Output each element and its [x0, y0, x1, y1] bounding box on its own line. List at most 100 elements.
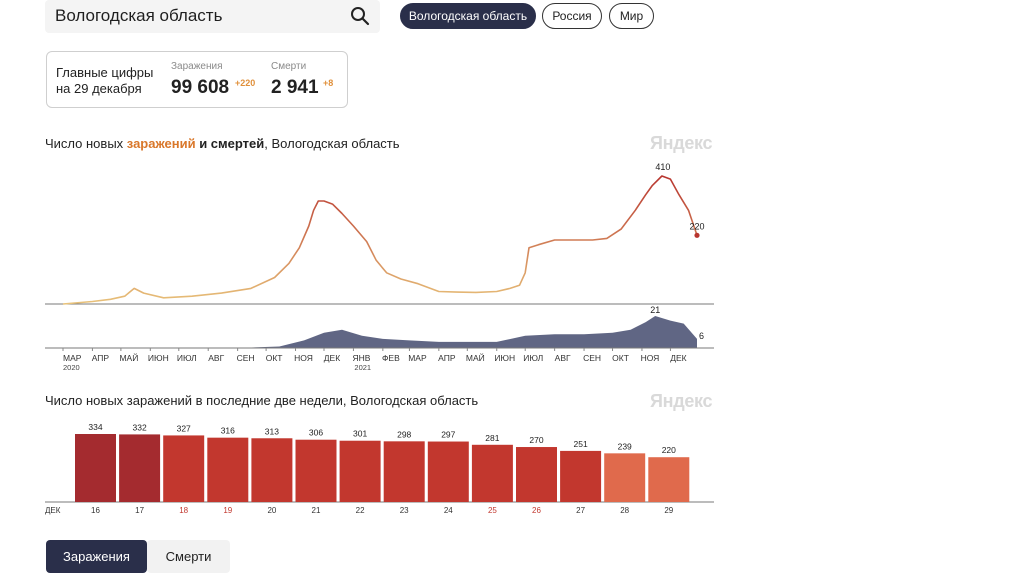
region-search-value[interactable]: Вологодская область	[55, 6, 223, 25]
bar	[604, 453, 646, 502]
x-tick-label: МАР	[63, 353, 82, 363]
x-tick-label: МАЙ	[119, 352, 138, 363]
bar-value-label: 327	[177, 423, 191, 433]
bar	[207, 437, 249, 502]
bar	[295, 439, 337, 502]
x-tick-label: АПР	[92, 353, 110, 363]
bar-category-label: 16	[91, 506, 100, 515]
summary-title-date: на 29 декабря	[56, 81, 142, 96]
region-button-world[interactable]: Мир	[609, 3, 654, 29]
bar	[163, 435, 205, 502]
x-tick-label: ИЮЛ	[177, 353, 197, 363]
bar-value-label: 306	[309, 428, 323, 438]
bar-category-label: 26	[532, 506, 541, 515]
x-tick-label: ОКТ	[612, 353, 629, 363]
bar-value-label: 316	[221, 426, 235, 436]
x-tick-label: МАЙ	[466, 352, 485, 363]
x-tick-label: ФЕВ	[382, 353, 400, 363]
bar	[471, 444, 513, 502]
deaths-label: Смерти	[271, 61, 307, 72]
year-label-2020: 2020	[63, 363, 80, 372]
bar-chart: 334 16 332 17 327 18 316 19 313 20 306 21 301 22 298 23…	[45, 422, 714, 515]
last-deaths-label: 6	[699, 331, 704, 341]
bar-value-label: 332	[133, 422, 147, 432]
deaths-series-area	[63, 316, 697, 348]
bar-value-label: 239	[618, 441, 632, 451]
summary-title-line1: Главные цифры	[56, 65, 154, 80]
year-label-2021: 2021	[354, 363, 371, 372]
bar-value-label: 251	[574, 439, 588, 449]
bar-category-label: 22	[356, 506, 365, 515]
bar	[119, 434, 161, 502]
bar-category-label: 29	[664, 506, 673, 515]
bar-value-label: 281	[485, 433, 499, 443]
x-tick-label: НОЯ	[641, 353, 660, 363]
last-cases-point	[694, 232, 700, 238]
deaths-delta: +8	[323, 78, 334, 88]
x-tick-label: ЯНВ	[352, 353, 370, 363]
x-tick-label: ОКТ	[266, 353, 283, 363]
bar	[560, 450, 602, 502]
bar-category-label: 21	[312, 506, 321, 515]
tab-deaths[interactable]: Смерти	[147, 540, 230, 573]
bar-category-label: 28	[620, 506, 629, 515]
x-tick-label: СЕН	[237, 353, 255, 363]
bar-category-label: 27	[576, 506, 585, 515]
bar-category-label: 23	[400, 506, 409, 515]
region-search-input[interactable]: Вологодская область	[45, 0, 380, 33]
line-chart: 410 220 21 6 МАР АПР МАЙ ИЮН ИЮЛ АВГ СЕН ОКТ НОЯ ДЕК Я…	[45, 162, 714, 372]
bar-category-label: 24	[444, 506, 453, 515]
yandex-watermark-2: Яндекс	[650, 391, 713, 411]
chart-title-pre: Число новых	[45, 136, 127, 151]
peak-deaths-label: 21	[650, 305, 660, 315]
x-tick-label: ИЮН	[494, 353, 515, 363]
bar-value-label: 334	[88, 422, 102, 432]
last-cases-label: 220	[689, 221, 704, 231]
chart-title-post: , Вологодская область	[264, 136, 400, 151]
cases-series-line	[62, 175, 698, 305]
bar	[516, 447, 557, 502]
x-tick-label: ДЕК	[324, 353, 340, 363]
chart-cases-deaths-title: Число новых заражений и смертей, Вологод…	[45, 136, 400, 151]
x-tick-label: АПР	[438, 353, 456, 363]
bar-category-label: 20	[267, 506, 276, 515]
chart-title-accent: заражений	[126, 136, 196, 151]
x-tick-label: СЕН	[583, 353, 601, 363]
bar-value-label: 313	[265, 426, 279, 436]
tab-cases[interactable]: Заражения	[46, 540, 147, 573]
bar-category-label: 19	[223, 506, 232, 515]
bar	[75, 434, 116, 502]
x-tick-label: АВГ	[555, 353, 571, 363]
x-tick-label: МАР	[408, 353, 427, 363]
bar-value-label: 220	[662, 445, 676, 455]
yandex-watermark-1: Яндекс	[650, 133, 713, 153]
cases-delta: +220	[235, 78, 256, 88]
cases-label: Заражения	[171, 61, 223, 72]
x-tick-label: АВГ	[208, 353, 224, 363]
chart-title-mid: и смертей	[195, 136, 265, 151]
bar-value-label: 297	[441, 430, 455, 440]
x-tick-label: НОЯ	[294, 353, 313, 363]
bar-category-label: 18	[179, 506, 188, 515]
search-icon[interactable]	[350, 6, 370, 26]
bar-value-label: 298	[397, 429, 411, 439]
chart-two-weeks-title: Число новых заражений в последние две не…	[45, 393, 479, 408]
cases-value: 99 608	[171, 77, 230, 98]
bar	[427, 441, 469, 502]
bar-value-label: 270	[529, 435, 543, 445]
region-button-russia[interactable]: Россия	[542, 3, 602, 29]
bar-category-label: 25	[488, 506, 497, 515]
x-tick-label: ДЕК	[670, 353, 686, 363]
bar	[339, 440, 381, 502]
summary-card: Главные цифры на 29 декабря Заражения 99…	[46, 51, 348, 108]
region-button-vologda[interactable]: Вологодская область	[400, 3, 536, 29]
bar-value-label: 301	[353, 429, 367, 439]
deaths-value: 2 941	[271, 77, 319, 98]
bar	[383, 441, 425, 502]
bar-axis-month-label: ДЕК	[45, 506, 61, 515]
x-tick-label: ИЮЛ	[523, 353, 543, 363]
peak-cases-label: 410	[655, 162, 670, 172]
bar-category-label: 17	[135, 506, 144, 515]
x-tick-label: ИЮН	[148, 353, 169, 363]
